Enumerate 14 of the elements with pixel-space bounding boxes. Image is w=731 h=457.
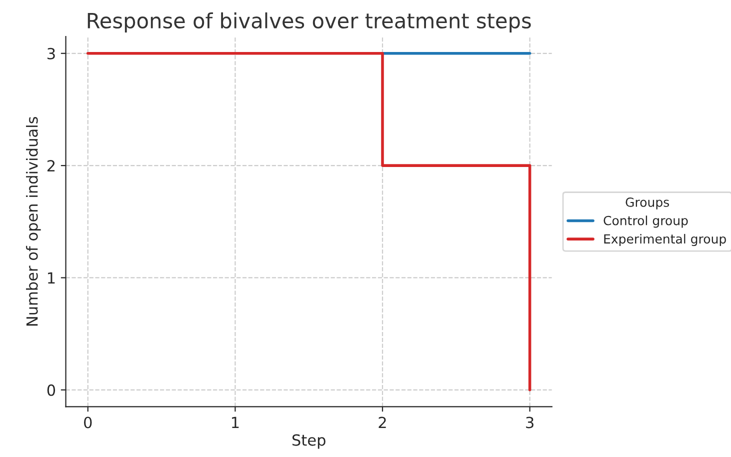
- y-tick-label: 2: [47, 160, 55, 172]
- y-tick-label: 0: [47, 384, 56, 396]
- chart-title: Response of bivalves over treatment steps: [88, 12, 531, 33]
- legend-label: Experimental group: [604, 234, 726, 246]
- x-tick-label: 2: [378, 416, 386, 428]
- x-tick-label: 3: [526, 416, 534, 428]
- y-tick-label: 3: [48, 48, 55, 60]
- y-tick-label: 1: [48, 272, 55, 284]
- legend-title: Groups: [626, 197, 669, 210]
- y-axis-title: Number of open individuals: [26, 116, 41, 326]
- legend-label: Control group: [604, 216, 688, 228]
- x-tick-label: 1: [232, 416, 239, 428]
- x-tick-label: 0: [84, 416, 92, 428]
- x-axis-title: Step: [292, 434, 326, 449]
